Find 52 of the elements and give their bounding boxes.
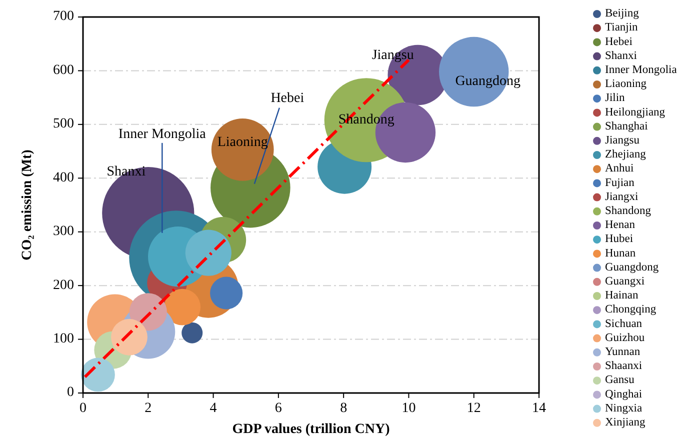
legend-label: Shaanxi	[605, 360, 642, 372]
y-tick-label: 300	[53, 224, 74, 240]
legend-label: Inner Mongolia	[605, 64, 677, 76]
legend-label: Shanxi	[605, 50, 637, 62]
legend-label: Hunan	[605, 247, 636, 260]
legend-label: Beijing	[605, 8, 640, 20]
x-tick-label: 14	[532, 401, 546, 416]
legend-label: Anhui	[605, 162, 634, 175]
legend-label: Xinjiang	[605, 416, 646, 429]
legend-label: Liaoning	[605, 78, 647, 90]
legend-label: Ningxia	[605, 402, 642, 414]
x-tick-label: 0	[80, 401, 86, 416]
x-axis-title: GDP values (trillion CNY)	[232, 422, 390, 437]
x-tick-label: 2	[144, 401, 152, 416]
legend-label: Tianjin	[605, 22, 638, 34]
x-tick-label: 10	[402, 401, 416, 416]
legend-label: Guizhou	[605, 332, 645, 344]
x-tick-label: 12	[466, 401, 481, 416]
legend-label: Jiangsu	[605, 134, 640, 147]
legend-label: Gansu	[605, 374, 635, 386]
y-tick-label: 600	[53, 62, 74, 78]
legend-label: Zhejiang	[605, 148, 646, 161]
legend-label: Sichuan	[605, 318, 642, 330]
annotation: Shandong	[338, 112, 394, 128]
legend-label: Guangxi	[605, 276, 645, 288]
legend-label: Shandong	[605, 205, 652, 218]
y-tick-label: 0	[67, 385, 74, 400]
legend-label: Jilin	[605, 92, 626, 104]
legend-label: Hubei	[605, 233, 634, 246]
y-tick-label: 700	[53, 9, 74, 24]
legend-label: Qinghai	[605, 388, 642, 400]
legend-label: Yunnan	[605, 346, 640, 358]
legend-label: Heilongjiang	[605, 106, 666, 118]
legend-label: Henan	[605, 219, 636, 232]
legend-label: Shanghai	[605, 120, 648, 132]
annotation: Liaoning	[217, 134, 268, 150]
y-tick-label: 200	[53, 278, 74, 293]
legend-label: Fujian	[605, 176, 635, 189]
legend-label: Hainan	[605, 290, 638, 302]
x-tick-label: 6	[274, 401, 282, 416]
x-tick-label: 4	[210, 401, 217, 416]
annotation: Inner Mongolia	[118, 127, 207, 142]
legend-label: Guangdong	[605, 261, 659, 274]
y-tick-label: 400	[53, 170, 74, 186]
legend-label: Hebei	[605, 36, 632, 48]
y-tick-label: 100	[53, 332, 74, 347]
x-tick-label: 8	[340, 401, 348, 416]
y-axis-title: CO₂ emission (Mt)	[20, 149, 35, 260]
annotation: Hebei	[270, 91, 304, 106]
legend-label: Chongqing	[605, 304, 656, 316]
legend-label: Jiangxi	[605, 190, 638, 203]
y-tick-label: 500	[53, 116, 74, 132]
